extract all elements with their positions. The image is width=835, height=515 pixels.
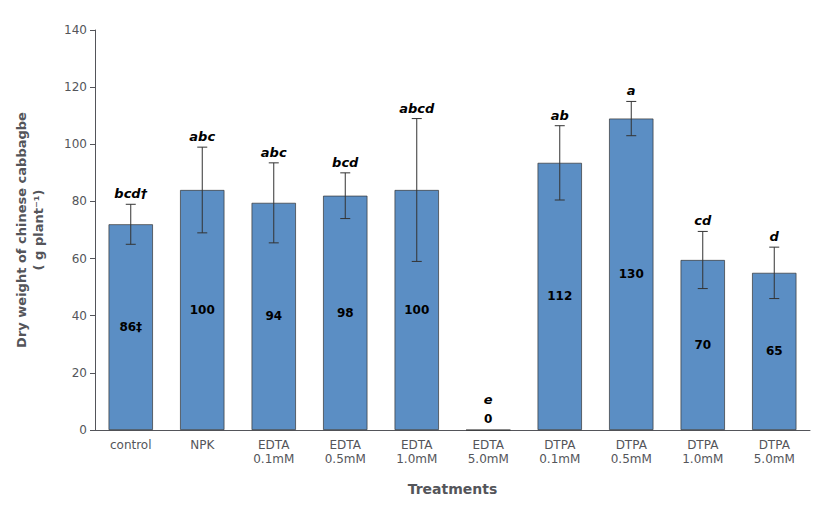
svg-text:1.0mM: 1.0mM [682, 452, 723, 466]
svg-text:( g plant⁻¹): ( g plant⁻¹) [31, 190, 46, 271]
svg-text:bcd: bcd [332, 155, 359, 170]
svg-text:abc: abc [189, 129, 215, 144]
svg-text:20: 20 [72, 366, 87, 380]
svg-text:70: 70 [694, 338, 711, 352]
svg-text:control: control [110, 438, 152, 452]
svg-text:0.1mM: 0.1mM [539, 452, 580, 466]
svg-text:NPK: NPK [190, 438, 215, 452]
svg-text:d: d [770, 229, 780, 244]
svg-text:0.5mM: 0.5mM [325, 452, 366, 466]
svg-text:130: 130 [619, 267, 644, 281]
svg-text:1.0mM: 1.0mM [396, 452, 437, 466]
svg-text:EDTA: EDTA [258, 438, 290, 452]
svg-text:100: 100 [404, 303, 429, 317]
svg-text:65: 65 [766, 344, 783, 358]
svg-text:0: 0 [79, 423, 87, 437]
svg-text:100: 100 [64, 137, 87, 151]
svg-text:0.1mM: 0.1mM [253, 452, 294, 466]
svg-text:40: 40 [72, 309, 87, 323]
svg-text:bcd†: bcd† [114, 186, 147, 201]
svg-text:98: 98 [337, 306, 354, 320]
svg-text:0: 0 [484, 412, 492, 426]
svg-text:abcd: abcd [399, 101, 435, 116]
svg-text:120: 120 [64, 80, 87, 94]
svg-text:DTPA: DTPA [544, 438, 576, 452]
svg-text:e: e [484, 392, 493, 407]
svg-text:80: 80 [72, 194, 87, 208]
svg-text:cd: cd [694, 213, 712, 228]
svg-text:DTPA: DTPA [687, 438, 719, 452]
svg-text:5.0mM: 5.0mM [468, 452, 509, 466]
svg-text:0.5mM: 0.5mM [611, 452, 652, 466]
svg-text:86‡: 86‡ [119, 320, 142, 334]
svg-text:Dry weight of chinese cabbagbe: Dry weight of chinese cabbagbe [14, 112, 29, 348]
svg-text:140: 140 [64, 23, 87, 37]
svg-text:abc: abc [261, 145, 287, 160]
svg-text:a: a [627, 83, 636, 98]
svg-text:112: 112 [547, 289, 572, 303]
svg-text:100: 100 [190, 303, 215, 317]
svg-text:60: 60 [72, 252, 87, 266]
svg-text:5.0mM: 5.0mM [754, 452, 795, 466]
svg-text:DTPA: DTPA [759, 438, 791, 452]
svg-text:DTPA: DTPA [616, 438, 648, 452]
svg-text:EDTA: EDTA [330, 438, 362, 452]
svg-text:ab: ab [551, 108, 569, 123]
svg-text:EDTA: EDTA [401, 438, 433, 452]
svg-text:94: 94 [265, 309, 282, 323]
svg-text:EDTA: EDTA [473, 438, 505, 452]
svg-text:Treatments: Treatments [408, 481, 498, 497]
